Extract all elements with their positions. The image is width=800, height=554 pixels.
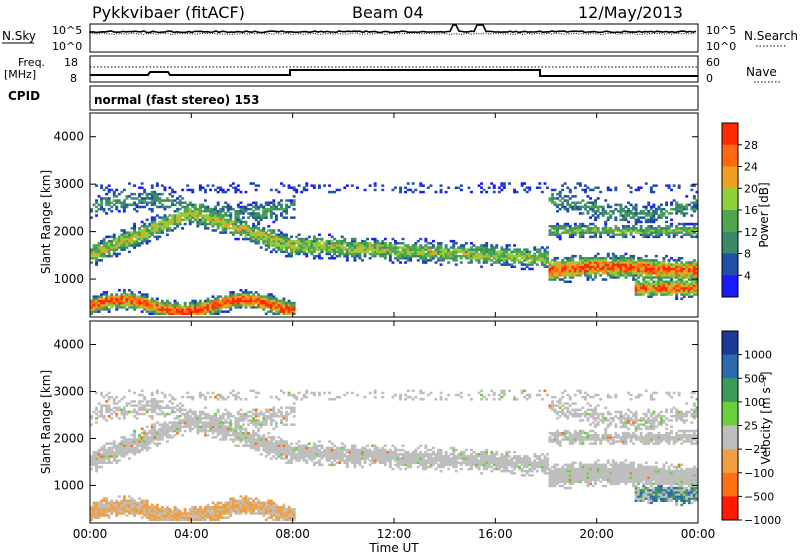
svg-text:4000: 4000	[53, 130, 84, 144]
power-panel: 1000 2000 3000 4000 Slant Range [km] 4 8 12 16…	[39, 112, 771, 318]
nsearch-label: N.Search	[744, 29, 798, 43]
nave-label: Nave	[746, 65, 777, 79]
cpid-label: CPID	[8, 89, 40, 103]
svg-text:8: 8	[744, 248, 751, 261]
time-axis: 00:00 04:00 08:00 12:00 16:00 20:00 00:00	[73, 113, 715, 541]
svg-text:20: 20	[744, 182, 758, 195]
nave-tick-bottom: 0	[706, 72, 713, 85]
nsky-panel: N.Sky 10^5 10^0 N.Search 10^5 10^0	[2, 23, 798, 53]
power-cells	[90, 182, 699, 315]
station-title: Pykkvibaer (fitACF)	[92, 3, 245, 22]
cpid-text: normal (fast stereo) 153	[94, 93, 260, 107]
nsky-label: N.Sky	[2, 29, 36, 43]
svg-text:12: 12	[744, 226, 758, 239]
freq-unit-label: [MHz]	[4, 68, 36, 81]
nsky-trace	[89, 24, 697, 34]
svg-text:3000: 3000	[53, 177, 84, 191]
svg-text:24: 24	[744, 161, 758, 174]
nsky-tick-bottom: 10^0	[52, 40, 82, 53]
nsearch-tick-bottom: 10^0	[706, 40, 736, 53]
velocity-cells	[90, 389, 699, 521]
svg-text:2000: 2000	[53, 225, 84, 239]
power-ylabel: Slant Range [km]	[39, 170, 53, 274]
svg-text:4: 4	[744, 269, 751, 282]
freq-panel: Freq. [MHz] 18 8 Nave 60 0	[4, 55, 782, 85]
power-colorbar-label: Power [dB]	[757, 182, 771, 247]
svg-text:28: 28	[744, 139, 758, 152]
nsearch-tick-top: 10^5	[706, 24, 736, 37]
cpid-panel: CPID normal (fast stereo) 153	[8, 85, 699, 111]
svg-text:16: 16	[744, 204, 758, 217]
nave-tick-top: 60	[706, 56, 720, 69]
power-y-axis: 1000 2000 3000 4000	[53, 130, 698, 286]
nsearch-trace	[89, 32, 696, 36]
power-colorbar: 4 8 12 16 20 24 28	[721, 122, 758, 298]
freq-tick-bottom: 8	[70, 72, 77, 85]
date-label: 12/May/2013	[578, 3, 683, 22]
velocity-ylabel: Slant Range [km]	[39, 370, 53, 474]
svg-text:1000: 1000	[53, 272, 84, 286]
velocity-colorbar-label: Velocity [m s⁻¹]	[759, 371, 773, 464]
beam-label: Beam 04	[352, 3, 424, 22]
time-axis-label: Time UT	[368, 541, 419, 554]
nsky-tick-top: 10^5	[52, 24, 82, 37]
freq-trace	[90, 69, 698, 77]
freq-tick-top: 18	[64, 56, 78, 69]
freq-label: Freq.	[18, 56, 45, 69]
